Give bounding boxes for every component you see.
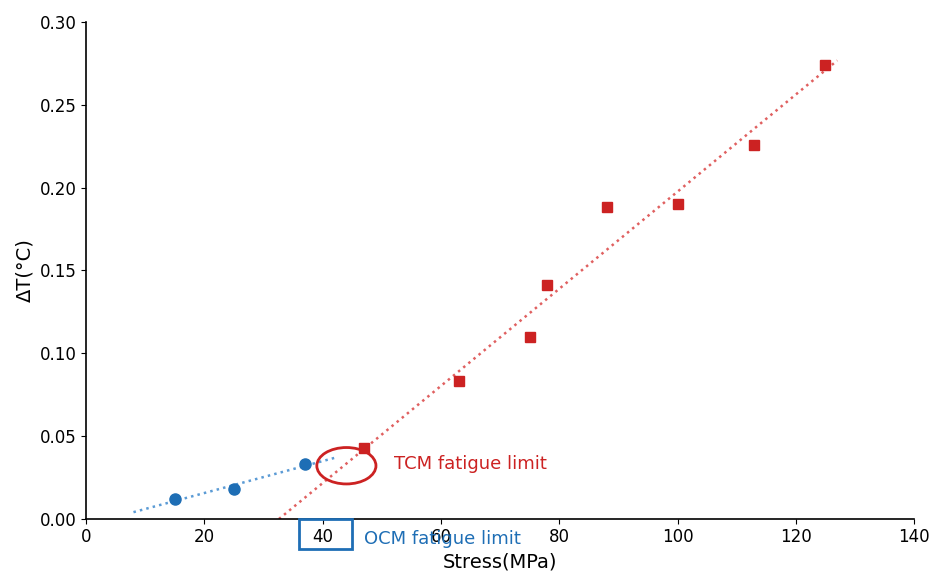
Text: OCM fatigue limit: OCM fatigue limit — [363, 530, 520, 547]
Text: TCM fatigue limit: TCM fatigue limit — [394, 455, 546, 473]
Bar — [298, 519, 352, 548]
Y-axis label: ΔT(°C): ΔT(°C) — [15, 239, 34, 302]
X-axis label: Stress(MPa): Stress(MPa) — [443, 552, 557, 571]
